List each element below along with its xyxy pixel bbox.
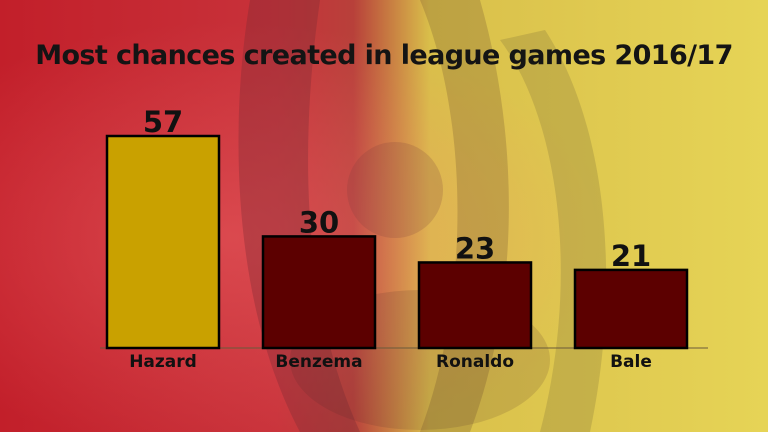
category-label-hazard: Hazard	[129, 352, 197, 372]
data-label-hazard: 57	[143, 105, 183, 139]
data-label-bale: 21	[611, 239, 651, 273]
category-label-bale: Bale	[610, 352, 652, 372]
bar-benzema	[261, 235, 377, 350]
bar-bale	[573, 268, 689, 350]
category-label-ronaldo: Ronaldo	[436, 352, 514, 372]
bar-hazard	[105, 134, 221, 350]
category-label-benzema: Benzema	[275, 352, 362, 372]
data-label-benzema: 30	[299, 205, 339, 239]
chart-title: Most chances created in league games 201…	[35, 40, 733, 71]
bar-ronaldo	[417, 261, 533, 350]
data-label-ronaldo: 23	[455, 231, 495, 265]
